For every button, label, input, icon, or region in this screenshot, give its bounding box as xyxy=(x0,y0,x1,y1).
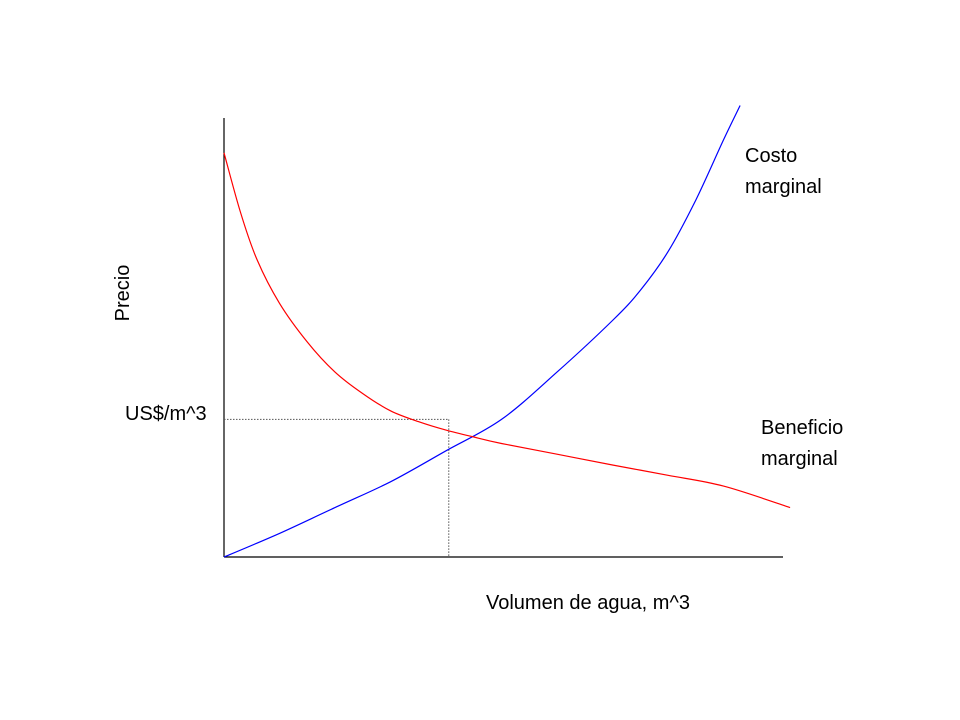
equilibrium-price-label: US$/m^3 xyxy=(125,403,207,425)
beneficio-marginal-line xyxy=(223,152,791,509)
y-axis-label: Precio xyxy=(112,265,134,322)
x-axis-label: Volumen de agua, m^3 xyxy=(486,592,690,614)
legend-beneficio-marginal-line1: Beneficio xyxy=(761,417,843,439)
legend-costo-marginal-line2: marginal xyxy=(745,176,822,198)
costo-marginal-line xyxy=(223,105,741,558)
legend-beneficio-marginal-line2: marginal xyxy=(761,448,838,470)
legend-costo-marginal-line1: Costo xyxy=(745,145,797,167)
